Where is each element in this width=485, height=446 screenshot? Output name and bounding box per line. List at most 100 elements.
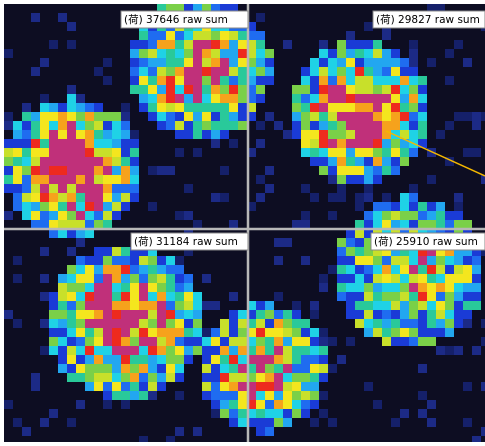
pixel xyxy=(337,49,346,58)
pixel xyxy=(256,40,265,49)
pixel xyxy=(292,373,301,382)
pixel xyxy=(58,13,67,22)
pixel xyxy=(409,148,418,157)
pixel xyxy=(229,58,238,67)
pixel xyxy=(166,283,175,292)
pixel xyxy=(49,157,58,166)
pixel xyxy=(94,265,103,274)
pixel xyxy=(238,103,247,112)
pixel xyxy=(454,211,463,220)
pixel xyxy=(436,130,445,139)
pixel xyxy=(121,193,130,202)
pixel xyxy=(76,157,85,166)
pixel xyxy=(418,76,427,85)
pixel xyxy=(463,256,472,265)
pixel xyxy=(103,265,112,274)
pixel xyxy=(85,139,94,148)
pixel xyxy=(247,40,256,49)
pixel xyxy=(148,337,157,346)
pixel xyxy=(364,40,373,49)
pixel xyxy=(445,265,454,274)
pixel xyxy=(166,40,175,49)
pixel xyxy=(409,112,418,121)
pixel xyxy=(22,193,31,202)
pixel xyxy=(265,184,274,193)
pixel xyxy=(445,157,454,166)
pixel xyxy=(76,229,85,238)
pixel xyxy=(256,391,265,400)
pixel xyxy=(166,373,175,382)
pixel xyxy=(166,103,175,112)
pixel xyxy=(76,211,85,220)
pixel xyxy=(76,202,85,211)
pixel xyxy=(193,112,202,121)
pixel xyxy=(364,49,373,58)
pixel xyxy=(121,157,130,166)
pixel xyxy=(427,58,436,67)
pixel xyxy=(382,67,391,76)
pixel xyxy=(418,292,427,301)
pixel xyxy=(67,319,76,328)
pixel xyxy=(355,94,364,103)
pixel xyxy=(265,301,274,310)
pixel xyxy=(193,94,202,103)
pixel xyxy=(238,319,247,328)
pixel xyxy=(436,202,445,211)
pixel xyxy=(148,112,157,121)
pixel xyxy=(328,121,337,130)
pixel xyxy=(391,319,400,328)
pixel xyxy=(418,121,427,130)
pixel xyxy=(409,310,418,319)
pixel xyxy=(400,310,409,319)
pixel xyxy=(310,94,319,103)
pixel xyxy=(400,337,409,346)
pixel xyxy=(49,337,58,346)
pixel xyxy=(427,220,436,229)
pixel xyxy=(256,139,265,148)
pixel xyxy=(436,310,445,319)
pixel xyxy=(175,391,184,400)
pixel xyxy=(112,301,121,310)
pixel xyxy=(310,58,319,67)
pixel xyxy=(13,130,22,139)
pixel xyxy=(319,94,328,103)
pixel xyxy=(139,76,148,85)
pixel xyxy=(157,274,166,283)
pixel xyxy=(355,85,364,94)
pixel xyxy=(85,175,94,184)
pixel xyxy=(121,202,130,211)
pixel xyxy=(220,58,229,67)
pixel xyxy=(400,193,409,202)
pixel xyxy=(211,40,220,49)
pixel xyxy=(220,31,229,40)
pixel xyxy=(22,148,31,157)
pixel xyxy=(373,112,382,121)
pixel xyxy=(184,112,193,121)
pixel xyxy=(400,319,409,328)
pixel xyxy=(292,391,301,400)
pixel xyxy=(301,103,310,112)
pixel xyxy=(112,364,121,373)
pixel xyxy=(67,346,76,355)
pixel xyxy=(319,85,328,94)
pixel xyxy=(157,49,166,58)
pixel xyxy=(94,112,103,121)
pixel xyxy=(211,103,220,112)
pixel xyxy=(58,211,67,220)
pixel xyxy=(211,409,220,418)
pixel xyxy=(157,103,166,112)
pixel xyxy=(436,274,445,283)
pixel xyxy=(454,346,463,355)
pixel xyxy=(427,283,436,292)
pixel xyxy=(337,184,346,193)
pixel xyxy=(22,427,31,436)
pixel xyxy=(364,76,373,85)
pixel xyxy=(211,301,220,310)
pixel xyxy=(292,409,301,418)
pixel xyxy=(391,292,400,301)
pixel xyxy=(184,103,193,112)
pixel xyxy=(103,193,112,202)
pixel xyxy=(274,310,283,319)
pixel xyxy=(319,283,328,292)
pixel xyxy=(85,193,94,202)
